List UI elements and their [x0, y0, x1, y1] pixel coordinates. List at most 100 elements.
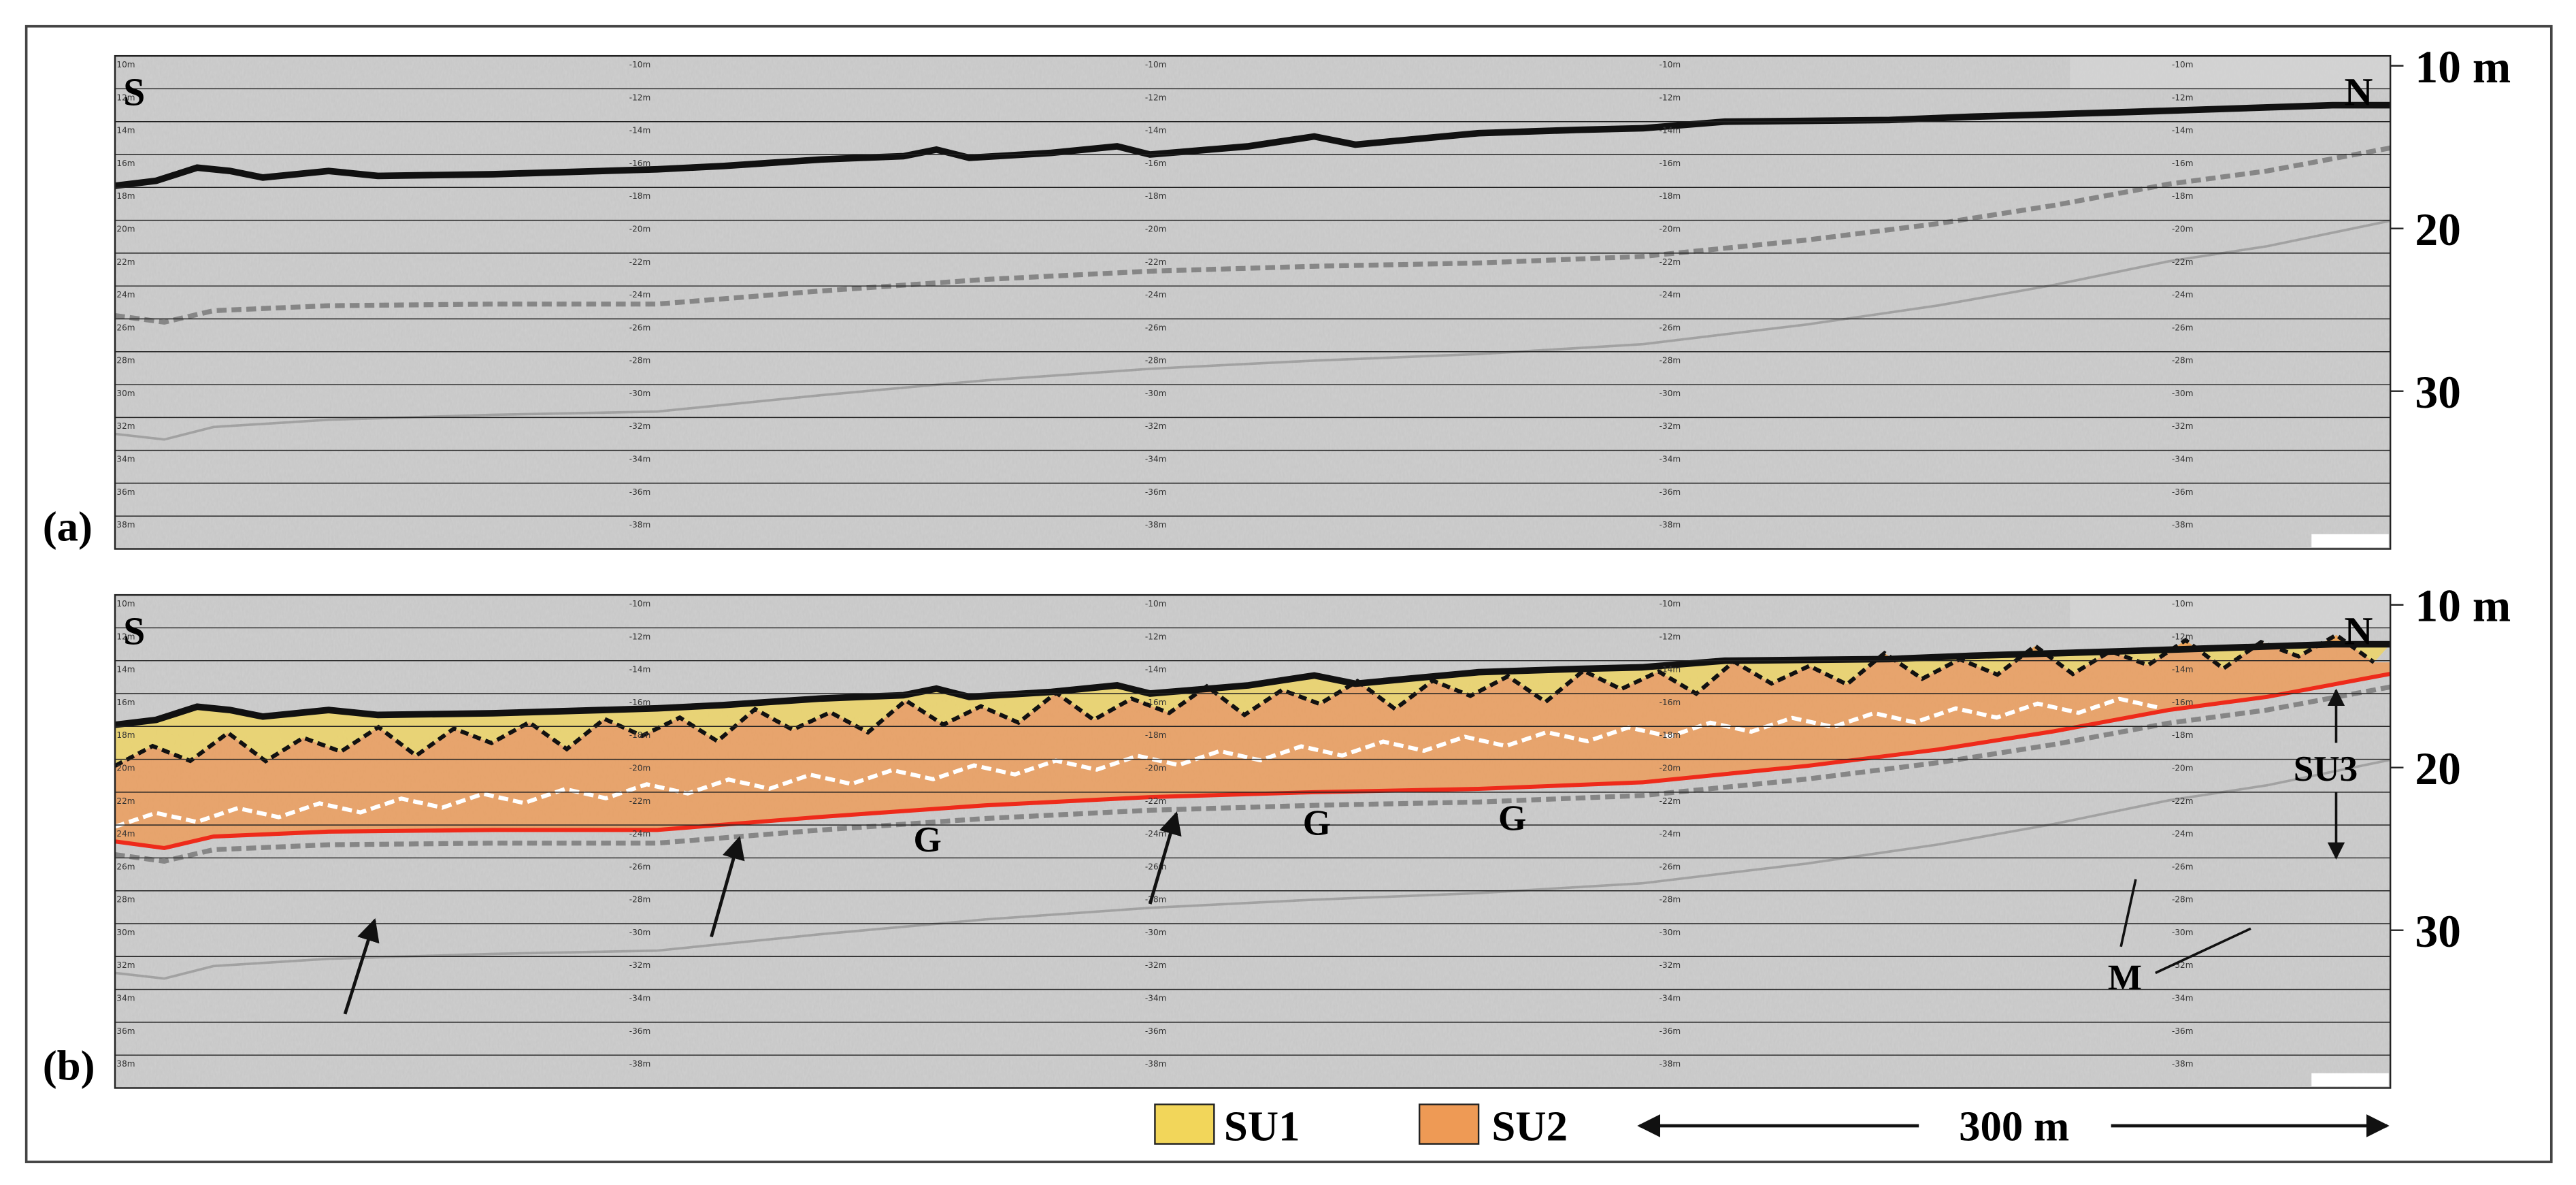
grid-label: -20m: [629, 763, 650, 773]
panel-a: 10m 12m 14m 16m 18m 20m 22m 24m 26m 28m 30m 32m 34m 3…: [43, 42, 2511, 551]
north-label: N: [2345, 609, 2373, 653]
grid-label: -38m: [1145, 520, 1166, 530]
grid-label: -10m: [1659, 599, 1681, 608]
grid-label: -26m: [1145, 323, 1166, 332]
legend-label: SU2: [1491, 1103, 1568, 1150]
unit-label: SU3: [2294, 749, 2358, 789]
grid-label: -32m: [1145, 421, 1166, 431]
grid-label: -10m: [629, 60, 650, 69]
grid-label: -14m: [2172, 126, 2193, 135]
grid-label: -22m: [629, 796, 650, 806]
grid-label: -16m: [2172, 698, 2193, 707]
legend-swatch: [1418, 1103, 1480, 1145]
grid-label: 24m: [116, 290, 135, 299]
arrow: [1148, 811, 1182, 905]
grid-label: -26m: [629, 323, 650, 332]
grid-label: -14m: [629, 126, 650, 135]
grid-label: -12m: [1145, 632, 1166, 641]
grid-label: -28m: [629, 356, 650, 366]
grid-label: -36m: [1145, 1026, 1166, 1036]
north-label: N: [2345, 70, 2373, 114]
grid-label: -34m: [1145, 994, 1166, 1003]
grid-label: -38m: [1659, 520, 1681, 530]
grid-label: 12m: [116, 632, 135, 641]
grid-label: -16m: [1145, 698, 1166, 707]
multiple-label: M: [2108, 958, 2142, 998]
grid-label: -18m: [629, 730, 650, 740]
grid-label: -12m: [629, 93, 650, 102]
grid-label: -12m: [2172, 632, 2193, 641]
grid-label: -18m: [2172, 191, 2193, 201]
grid-label: -34m: [629, 994, 650, 1003]
grid-label: -36m: [2172, 1026, 2193, 1036]
grid-label: -30m: [629, 389, 650, 398]
grid-label: -32m: [2172, 960, 2193, 970]
water-column: [2070, 595, 2391, 628]
grid-label: -10m: [629, 599, 650, 608]
grid-label: -18m: [1659, 730, 1681, 740]
grid-label: -20m: [629, 225, 650, 234]
grid-label: -38m: [2172, 1059, 2193, 1069]
grid-label: -22m: [2172, 796, 2193, 806]
grid-label: -28m: [1659, 356, 1681, 366]
grid-label: -16m: [629, 698, 650, 707]
grid-label: -34m: [2172, 455, 2193, 464]
grid-label: -30m: [1659, 928, 1681, 937]
water-column: [2070, 56, 2391, 89]
depth-label: 30: [2415, 367, 2461, 418]
grid-label: -10m: [2172, 60, 2193, 69]
seafloor: [114, 640, 2391, 728]
panel-border: [114, 54, 2392, 550]
grid-label: -18m: [629, 191, 650, 201]
grid-label: -24m: [2172, 290, 2193, 299]
grid-label: -28m: [1145, 356, 1166, 366]
grid-label: -38m: [629, 520, 650, 530]
grid-label: -14m: [1659, 665, 1681, 675]
grid-label: 36m: [116, 487, 135, 497]
grid-label: 10m: [116, 60, 135, 69]
grid-label: 38m: [116, 1059, 135, 1069]
grid-label: -22m: [2172, 257, 2193, 267]
grid-label: 32m: [116, 421, 135, 431]
south-label: S: [123, 70, 145, 114]
grid-label: -14m: [1145, 665, 1166, 675]
grid-label: -22m: [1659, 796, 1681, 806]
grid-label: 24m: [116, 829, 135, 839]
south-label: S: [123, 609, 145, 653]
grid-label: -18m: [2172, 730, 2193, 740]
grid-label: -24m: [629, 829, 650, 839]
grid-label: -30m: [629, 928, 650, 937]
grid-label: 18m: [116, 191, 135, 201]
grid-label: -14m: [2172, 665, 2193, 675]
panel-b: 10m 12m 14m 16m 18m 20m 22m 24m 26m 28m 30m 32m 34m 3…: [43, 581, 2511, 1090]
grid-label: -12m: [629, 632, 650, 641]
grid-label: 12m: [116, 93, 135, 102]
grid-label: -16m: [1145, 159, 1166, 168]
grid-label: -14m: [629, 665, 650, 675]
gravel-label: G: [1498, 798, 1526, 838]
m-pointer: [2155, 927, 2251, 975]
panel-label: (a): [43, 502, 93, 550]
grid-label: -22m: [1145, 257, 1166, 267]
grid-label: -32m: [1145, 960, 1166, 970]
grid-label: -20m: [1659, 763, 1681, 773]
grid-label: 28m: [116, 895, 135, 905]
legend-label: SU1: [1224, 1103, 1300, 1150]
sonar-noise: [115, 56, 2391, 549]
depth-label: 20: [2415, 204, 2461, 255]
depth-label: 30: [2415, 906, 2461, 957]
grid-label: 28m: [116, 356, 135, 366]
grid-label: -24m: [1659, 290, 1681, 299]
grid-label: -36m: [1145, 487, 1166, 497]
grid-label: -22m: [629, 257, 650, 267]
grid-label: -10m: [1659, 60, 1681, 69]
legend: SU1 SU2 300 m: [1154, 1103, 2390, 1150]
grid-label: 20m: [116, 225, 135, 234]
grid-label: -30m: [2172, 389, 2193, 398]
gravel-label: G: [913, 820, 941, 860]
grid-label: 26m: [116, 323, 135, 332]
scale-patch: [2311, 534, 2389, 548]
grid-label: -34m: [1145, 455, 1166, 464]
